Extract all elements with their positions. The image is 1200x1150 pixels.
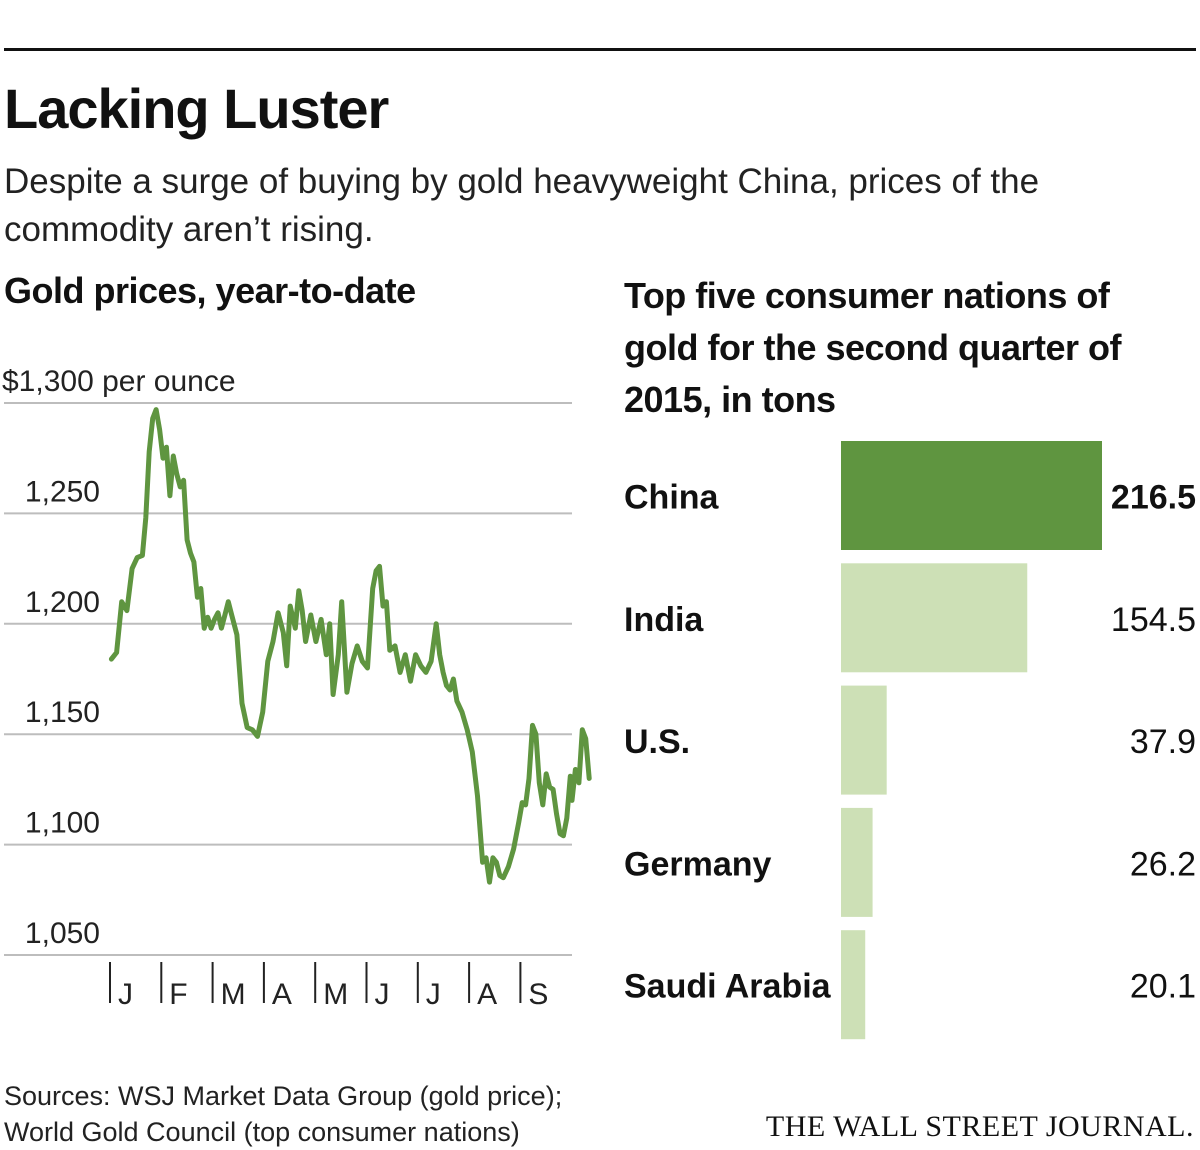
- gold-price-line: [108, 407, 592, 885]
- x-month-label: F: [169, 978, 187, 1011]
- x-month-label: M: [323, 978, 348, 1011]
- bar-chart-title: Top five consumer nations of gold for th…: [624, 275, 1122, 420]
- wsj-logo: THE WALL STREET JOURNAL.: [765, 1110, 1194, 1143]
- line-chart-title: Gold prices, year-to-date: [4, 270, 416, 311]
- x-month-label: J: [426, 978, 441, 1011]
- bar-category-label: Saudi Arabia: [624, 968, 832, 1006]
- bar-saudi-arabia: [841, 930, 866, 1040]
- y-tick-label: 1,150: [25, 696, 100, 729]
- x-month-label: J: [118, 978, 133, 1011]
- x-month-label: A: [272, 978, 292, 1011]
- bar-value-label: 20.1: [1130, 968, 1196, 1006]
- sources-line-1: Sources: WSJ Market Data Group (gold pri…: [4, 1081, 563, 1111]
- y-tick-label: 1,250: [25, 475, 100, 508]
- y-tick-label: 1,050: [25, 917, 100, 950]
- chart-subtitle: Despite a surge of buying by gold heavyw…: [4, 162, 1040, 249]
- bar-u-s: [841, 685, 887, 795]
- sources-line-2: World Gold Council (top consumer nations…: [4, 1117, 520, 1147]
- bar-category-label: Germany: [624, 845, 771, 883]
- bar-china: [841, 441, 1102, 550]
- bar-category-label: India: [624, 601, 704, 639]
- y-tick-label: 1,200: [25, 586, 100, 619]
- x-month-label: S: [528, 978, 548, 1011]
- bar-category-label: China: [624, 479, 720, 517]
- bar-category-label: U.S.: [624, 723, 690, 761]
- bar-value-label: 26.2: [1130, 845, 1196, 883]
- bar-value-label: 154.5: [1111, 601, 1196, 639]
- bar-germany: [841, 807, 873, 917]
- y-tick-label: 1,100: [25, 807, 100, 840]
- bar-value-label: 216.5: [1111, 479, 1196, 517]
- top-rule: [4, 48, 1196, 51]
- x-month-label: J: [375, 978, 390, 1011]
- bar-value-label: 37.9: [1130, 723, 1196, 761]
- x-month-label: M: [221, 978, 246, 1011]
- y-tick-label: $1,300 per ounce: [2, 365, 236, 398]
- x-month-label: A: [477, 978, 497, 1011]
- chart-title: Lacking Luster: [4, 77, 389, 140]
- sources-note: Sources: WSJ Market Data Group (gold pri…: [4, 1078, 562, 1150]
- bar-india: [841, 563, 1028, 673]
